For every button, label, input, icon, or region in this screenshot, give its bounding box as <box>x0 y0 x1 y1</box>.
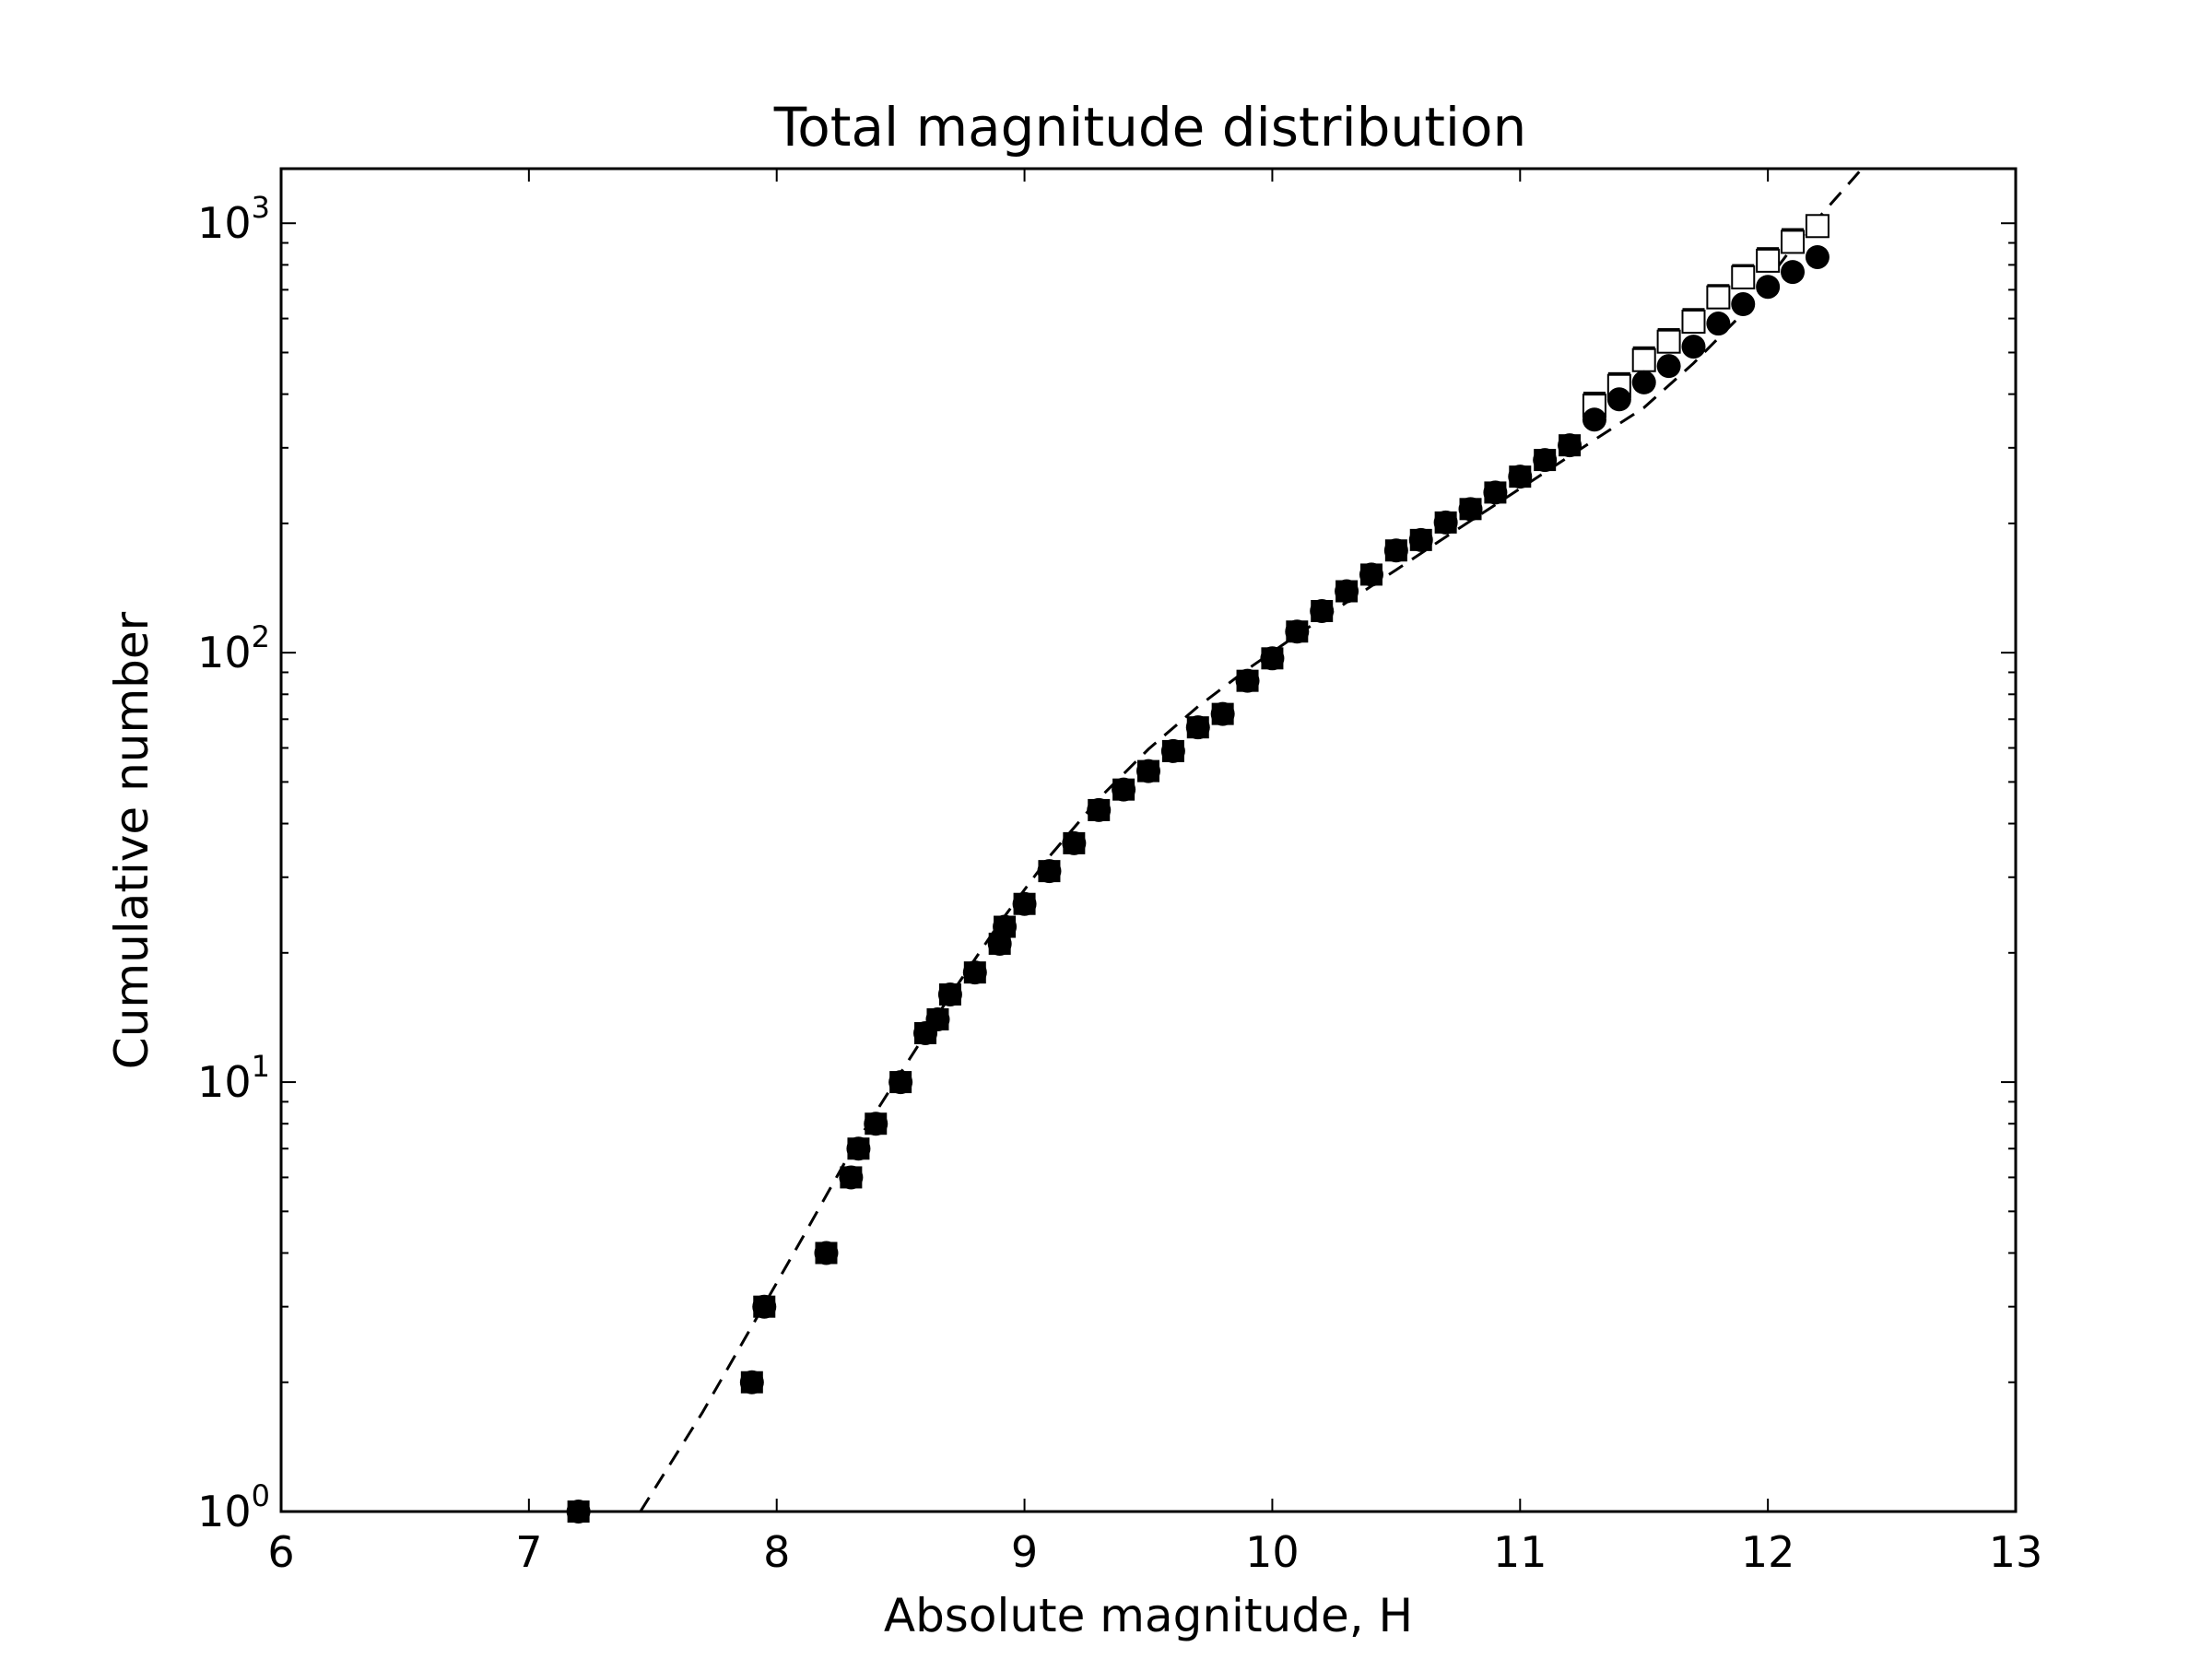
data-point-open-square <box>1731 265 1756 289</box>
y-axis-label: Cumulative number <box>105 611 159 1069</box>
x-tick-label: 11 <box>1493 1527 1547 1577</box>
data-point-circle <box>1756 275 1781 300</box>
data-point-circle <box>1458 497 1483 522</box>
data-point-open-square <box>1631 347 1656 372</box>
data-point-circle <box>1731 292 1756 317</box>
y-tick-label: 103 <box>197 190 270 248</box>
data-point-circle <box>1631 370 1656 394</box>
x-axis-label: Absolute magnitude, H <box>884 1589 1413 1642</box>
data-point-open-square <box>1781 229 1806 254</box>
data-point-circle <box>1260 646 1285 671</box>
data-point-circle <box>1408 527 1433 552</box>
y-tick-labels: 100 101 102 103 <box>197 190 270 1536</box>
data-point-circle <box>1160 738 1185 763</box>
data-point-open-square <box>1681 309 1706 334</box>
data-point-circle <box>925 1006 950 1031</box>
data-point-circle <box>1383 538 1408 563</box>
data-point-circle <box>1483 480 1508 505</box>
data-point-circle <box>888 1070 913 1095</box>
data-point-circle <box>1062 830 1087 855</box>
data-point-circle <box>1508 465 1533 489</box>
data-point-circle <box>1805 244 1830 269</box>
data-point-circle <box>1285 619 1310 644</box>
data-point-circle <box>814 1241 839 1265</box>
x-tick-label: 6 <box>267 1527 294 1577</box>
data-point-circle <box>962 960 987 985</box>
y-tick-label: 102 <box>197 619 270 677</box>
data-point-open-square <box>1756 248 1781 273</box>
data-point-circle <box>937 982 962 1006</box>
data-point-circle <box>1582 407 1606 432</box>
data-point-circle <box>1235 668 1260 693</box>
plot-frame <box>279 167 2018 1513</box>
data-point-circle <box>864 1112 888 1136</box>
data-point-circle <box>1112 777 1136 802</box>
data-point-circle <box>1210 701 1235 726</box>
chart-title: Total magnitude distribution <box>773 96 1527 159</box>
x-tick-label: 12 <box>1741 1527 1795 1577</box>
x-tick-labels: 6 7 8 9 10 11 12 13 <box>267 1527 2042 1577</box>
data-point-open-square <box>1706 285 1731 310</box>
y-tick-label: 100 <box>197 1478 270 1536</box>
x-tick-label: 8 <box>763 1527 790 1577</box>
data-point-circle <box>846 1136 871 1161</box>
data-point-circle <box>1781 260 1806 285</box>
data-point-circle <box>1185 715 1210 740</box>
data-point-circle <box>1037 859 1062 884</box>
data-point-circle <box>1558 433 1583 458</box>
data-point-open-square <box>1805 214 1830 239</box>
data-point-circle <box>1136 759 1160 783</box>
data-point-circle <box>1606 387 1631 412</box>
data-markers <box>566 214 1830 1524</box>
y-tick-label: 101 <box>197 1049 270 1107</box>
data-point-circle <box>1335 579 1359 604</box>
data-point-circle <box>1087 797 1112 822</box>
axis-ticks <box>280 169 2017 1512</box>
data-point-circle <box>752 1294 777 1319</box>
x-tick-label: 7 <box>515 1527 542 1577</box>
data-point-circle <box>1533 448 1558 473</box>
data-point-circle <box>993 914 1018 939</box>
data-point-circle <box>1310 598 1335 623</box>
data-point-circle <box>1681 335 1706 359</box>
x-tick-label: 9 <box>1011 1527 1038 1577</box>
data-point-circle <box>1359 562 1383 587</box>
data-point-open-square <box>1656 329 1681 354</box>
x-tick-label: 13 <box>1989 1527 2043 1577</box>
data-point-circle <box>1656 354 1681 379</box>
x-tick-label: 10 <box>1245 1527 1300 1577</box>
data-point-circle <box>1012 891 1037 916</box>
data-point-circle <box>1433 510 1458 535</box>
data-point-circle <box>1706 312 1731 336</box>
data-point-circle <box>839 1165 864 1190</box>
data-point-circle <box>739 1370 764 1394</box>
